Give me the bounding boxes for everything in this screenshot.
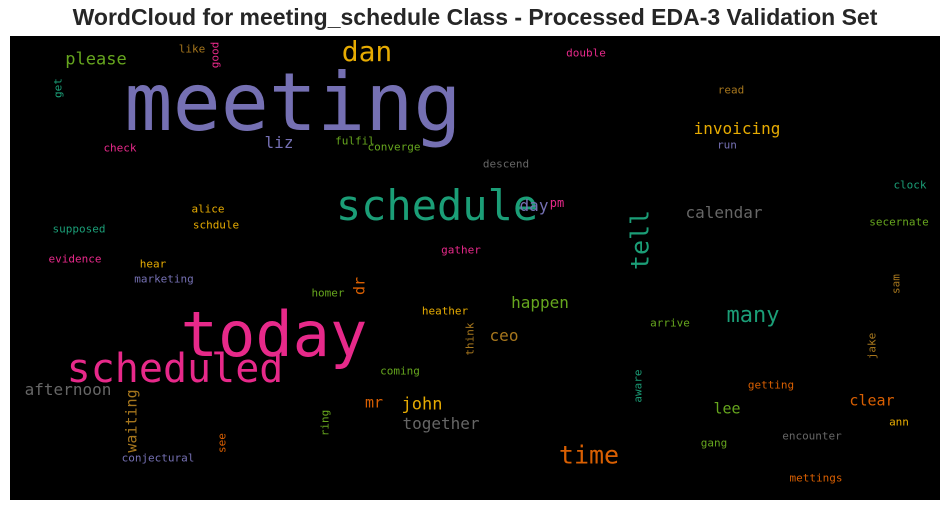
word-scheduled: scheduled [66,346,284,392]
word-heather: heather [421,304,469,318]
word-day: day [519,196,549,215]
word-lee: lee [713,399,741,418]
word-dr: dr [350,276,369,296]
word-time: time [558,440,620,470]
word-john: john [401,394,443,415]
word-like: like [178,42,206,56]
wordcloud-panel: meeting today schedule scheduled dan time tell… [10,36,940,500]
word-alice: alice [191,202,225,216]
word-happen: happen [511,293,569,312]
word-afternoon: afternoon [24,380,112,399]
word-ring: ring [318,409,332,437]
word-aware: aware [631,369,645,403]
word-ceo: ceo [489,326,519,345]
word-get: get [51,78,65,98]
word-liz: liz [264,133,294,152]
word-ann: ann [889,415,909,429]
word-converge: converge [367,140,421,154]
word-fulfil: fulfil [335,134,375,148]
chart-title: WordCloud for meeting_schedule Class - P… [72,4,878,30]
word-schedule: schedule [335,181,539,230]
word-calendar: calendar [685,203,763,222]
word-gang: gang [700,436,728,450]
word-coming: coming [380,364,420,378]
word-please: please [65,49,127,70]
word-check: check [103,141,137,155]
word-double: double [566,46,606,60]
word-good: good [208,41,222,69]
word-sam: sam [889,274,903,294]
word-invoicing: invoicing [693,119,781,138]
word-getting: getting [747,378,795,392]
word-schdule: schdule [192,218,240,232]
word-marketing: marketing [134,272,194,286]
word-clock: clock [893,178,927,192]
word-dan: dan [341,36,393,68]
word-mettings: mettings [789,471,843,485]
word-hear: hear [139,257,167,271]
word-gather: gather [441,243,481,257]
word-waiting: waiting [122,389,141,453]
word-meeting: meeting [124,56,462,149]
word-evidence: evidence [48,252,102,266]
word-encounter: encounter [782,429,842,443]
word-think: think [463,322,477,356]
word-together: together [402,414,480,433]
word-arrive: arrive [650,316,690,330]
word-descend: descend [482,157,530,171]
word-homer: homer [311,286,345,300]
word-jake: jake [865,332,879,360]
word-run: run [717,138,737,152]
word-mr: mr [364,393,384,412]
word-supposed: supposed [52,222,106,236]
word-conjectural: conjectural [121,451,195,465]
word-many: many [726,303,780,328]
word-tell: tell [625,209,655,271]
word-pm: pm [549,196,565,210]
word-see: see [215,433,229,453]
word-secernate: secernate [869,215,929,229]
word-today: today [180,298,368,371]
word-clear: clear [849,391,895,410]
word-read: read [717,83,745,97]
